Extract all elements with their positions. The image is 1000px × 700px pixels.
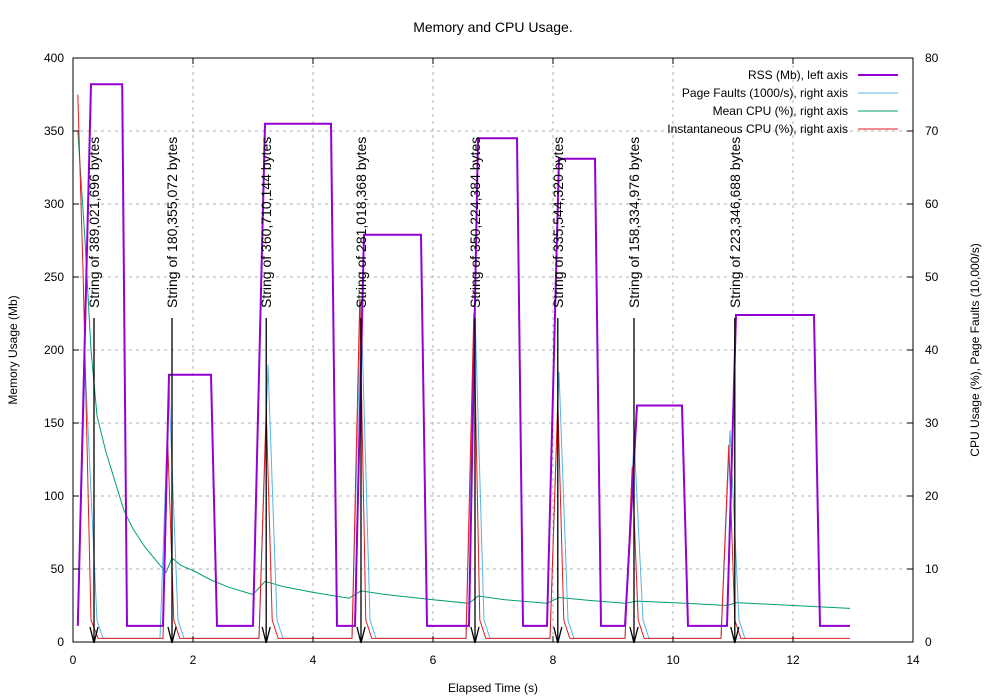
x-tick-label: 6 bbox=[430, 653, 437, 667]
x-tick-label: 2 bbox=[190, 653, 197, 667]
x-tick-label: 14 bbox=[906, 653, 920, 667]
x-tick-label: 8 bbox=[550, 653, 557, 667]
y-left-tick-label: 350 bbox=[44, 124, 64, 138]
y-right-tick-label: 80 bbox=[925, 51, 939, 65]
annotation-arrowhead-5 bbox=[553, 626, 563, 644]
x-tick-label: 12 bbox=[786, 653, 800, 667]
y-left-tick-label: 400 bbox=[44, 51, 64, 65]
series-layer bbox=[76, 83, 851, 639]
y-right-tick-label: 70 bbox=[925, 124, 939, 138]
annotation-arrowhead-6 bbox=[629, 626, 639, 644]
y-left-tick-label: 300 bbox=[44, 197, 64, 211]
y-left-tick-label: 50 bbox=[51, 562, 65, 576]
grid bbox=[73, 58, 913, 642]
legend-label-1: Page Faults (1000/s), right axis bbox=[682, 86, 848, 100]
x-axis-label: Elapsed Time (s) bbox=[448, 681, 538, 695]
legend-label-2: Mean CPU (%), right axis bbox=[713, 104, 848, 118]
chart-title: Memory and CPU Usage. bbox=[413, 19, 573, 35]
annotation-label-3: String of 281,018,368 bytes bbox=[353, 137, 369, 308]
y-left-tick-label: 250 bbox=[44, 270, 64, 284]
axis-ticks: 0 2 4 6 8 10 12 14 0 50 100 150 200 250 300 350 400 0 10 20… bbox=[44, 51, 939, 667]
annotation-label-2: String of 360,710,144 bytes bbox=[258, 137, 274, 308]
annotation-arrowhead-3 bbox=[356, 626, 366, 644]
legend-label-3: Instantaneous CPU (%), right axis bbox=[667, 122, 848, 136]
annotation-layer: String of 389,021,696 bytes String of 180… bbox=[86, 137, 743, 644]
y-right-tick-label: 60 bbox=[925, 197, 939, 211]
x-tick-label: 10 bbox=[666, 653, 680, 667]
annotation-label-1: String of 180,355,072 bytes bbox=[164, 137, 180, 308]
y-right-tick-label: 10 bbox=[925, 562, 939, 576]
y-right-tick-label: 30 bbox=[925, 416, 939, 430]
y-axis-right-label: CPU Usage (%), Page Faults (10,000/s) bbox=[968, 243, 982, 456]
annotation-arrowhead-1 bbox=[167, 626, 177, 644]
legend-label-0: RSS (Mb), left axis bbox=[748, 68, 848, 82]
annotation-label-6: String of 158,334,976 bytes bbox=[626, 137, 642, 308]
y-right-tick-label: 0 bbox=[925, 635, 932, 649]
y-left-tick-label: 150 bbox=[44, 416, 64, 430]
annotation-label-0: String of 389,021,696 bytes bbox=[86, 137, 102, 308]
annotation-arrowhead-7 bbox=[730, 626, 740, 644]
annotation-label-7: String of 223,346,688 bytes bbox=[727, 137, 743, 308]
annotation-arrowhead-0 bbox=[89, 626, 99, 644]
x-tick-label: 0 bbox=[70, 653, 77, 667]
y-left-tick-label: 100 bbox=[44, 489, 64, 503]
y-axis-left-label: Memory Usage (Mb) bbox=[6, 295, 20, 404]
x-tick-label: 4 bbox=[310, 653, 317, 667]
annotation-arrowhead-2 bbox=[261, 626, 271, 644]
y-left-tick-label: 0 bbox=[57, 635, 64, 649]
annotation-label-4: String of 350,224,384 bytes bbox=[467, 137, 483, 308]
y-right-tick-label: 50 bbox=[925, 270, 939, 284]
y-right-tick-label: 40 bbox=[925, 343, 939, 357]
y-right-tick-label: 20 bbox=[925, 489, 939, 503]
series-line-0 bbox=[76, 83, 850, 627]
annotation-arrowhead-4 bbox=[470, 626, 480, 644]
annotation-label-5: String of 335,544,320 bytes bbox=[550, 137, 566, 308]
y-left-tick-label: 200 bbox=[44, 343, 64, 357]
series-line-2 bbox=[77, 130, 851, 609]
legend: RSS (Mb), left axis Page Faults (1000/s),… bbox=[667, 68, 898, 136]
